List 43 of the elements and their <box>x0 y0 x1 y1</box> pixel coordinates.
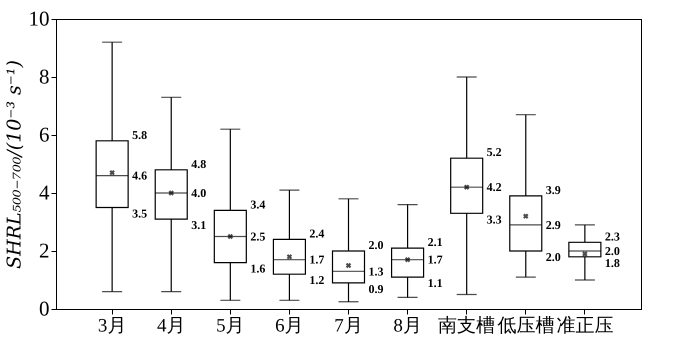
annotation: 4.0 <box>191 186 206 200</box>
x-tick-label: 5月 <box>216 316 245 336</box>
x-tick-label: 低压槽 <box>497 316 554 336</box>
annotation: 2.0 <box>546 250 561 264</box>
annotation: 2.0 <box>604 244 620 258</box>
annotation: 1.8 <box>604 256 620 270</box>
annotation: 2.9 <box>546 218 561 232</box>
annotation: 3.3 <box>486 212 502 226</box>
annotation: 1.2 <box>309 273 324 288</box>
annotation: 3.5 <box>132 206 148 220</box>
y-tick-label: 10 <box>28 6 50 30</box>
x-tick-label: 4月 <box>156 316 186 336</box>
annotation: 4.6 <box>132 168 148 183</box>
annotation: 3.9 <box>546 182 561 197</box>
annotation: 5.8 <box>132 128 148 142</box>
y-axis-title: SHRL₅₀₀₋₇₀₀/(10⁻³ s⁻¹) <box>4 60 26 269</box>
x-tick-label: 7月 <box>334 316 363 336</box>
annotation: 4.8 <box>191 156 206 171</box>
annotation: 3.1 <box>191 218 206 232</box>
annotation: 1.6 <box>250 262 266 276</box>
annotation: 4.2 <box>486 180 502 194</box>
annotation: 3.4 <box>250 197 266 212</box>
x-tick-label: 8月 <box>393 316 422 336</box>
y-tick-label: 2 <box>39 238 50 262</box>
x-tick-label: 3月 <box>98 316 126 336</box>
annotation: 2.5 <box>250 230 266 244</box>
annotation: 1.3 <box>368 264 384 278</box>
annotation: 2.0 <box>368 238 384 252</box>
annotation: 1.7 <box>428 252 443 267</box>
y-tick-label: 8 <box>39 64 50 88</box>
x-tick-label: 南支槽 <box>438 316 496 336</box>
x-tick-label: 准正压 <box>556 316 614 336</box>
annotation: 0.9 <box>368 282 384 296</box>
annotation: 5.2 <box>486 145 502 160</box>
y-tick-label: 0 <box>39 296 50 320</box>
annotation: 1.7 <box>309 252 324 267</box>
x-tick-label: 6月 <box>275 316 304 336</box>
annotation: 2.1 <box>428 235 443 250</box>
y-tick-label: 4 <box>39 180 50 204</box>
annotation: 1.1 <box>428 276 443 290</box>
annotation: 2.4 <box>309 226 324 240</box>
y-tick-label: 6 <box>39 122 50 146</box>
annotation: 2.3 <box>604 229 620 244</box>
